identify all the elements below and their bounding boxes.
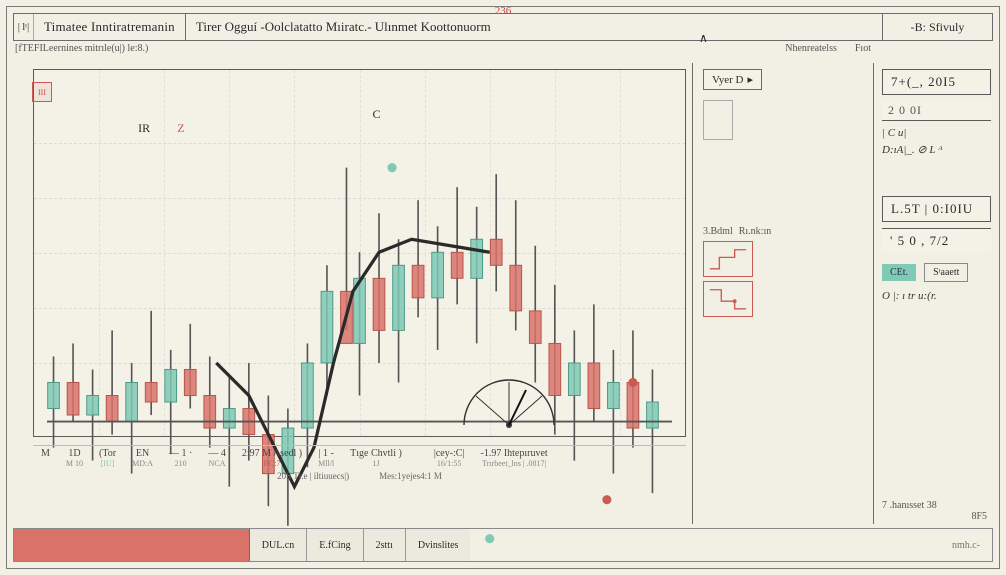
header-tick: | lᵗ| bbox=[14, 14, 34, 40]
ruler-cell: ENMD:A bbox=[124, 446, 161, 470]
side-trail-b: 8F5 bbox=[882, 511, 987, 522]
footer-tab-0[interactable]: DUL.cn bbox=[249, 529, 307, 561]
ruler-cell: | 1 -Mll/l bbox=[310, 446, 342, 470]
value-box-2: 2 0 0I bbox=[882, 101, 991, 121]
panel-stub[interactable] bbox=[703, 100, 733, 140]
view-button[interactable]: Vyer D ▸ bbox=[703, 69, 762, 90]
ruler-cell: Tıge Chvtli )1J bbox=[342, 446, 410, 470]
footer-tab-2[interactable]: 2sttı bbox=[363, 529, 405, 561]
ruler-cell: -1.97 IhtepıruvetTrırbeet_lns | .0817| bbox=[472, 446, 555, 470]
footer-tab-0-label: DUL.cn bbox=[262, 540, 295, 551]
value-box-4: ' 5 0 , 7/2 bbox=[882, 228, 991, 253]
subhead-left: [fTEFILeernines mitrıle(u|) le:8.) bbox=[15, 43, 148, 61]
caret-up-icon[interactable]: ∧ bbox=[699, 31, 708, 46]
ruler-cell: (Tor[IU] bbox=[91, 446, 124, 470]
footer-progress bbox=[14, 529, 249, 561]
subhead-right: Fıot bbox=[855, 43, 871, 61]
gauge-icon bbox=[454, 370, 564, 430]
header-bar: | lᵗ| Timatee Inntiratremanin Tirer Oggu… bbox=[13, 13, 993, 41]
ruler2-a: 20S Tl.e | iltiuuecs|) bbox=[277, 471, 349, 487]
title-primary: Timatee Inntiratremanin bbox=[34, 14, 186, 40]
right-column-controls: ∧ Vyer D ▸ 3.Bdml Rı.nk:ın bbox=[693, 63, 871, 524]
ruler-cell: 1DM 10 bbox=[58, 446, 91, 470]
subhead-mid: Nhenreatelss bbox=[785, 43, 837, 61]
value-box-3: L.5T | 0:I0IU bbox=[882, 196, 991, 222]
scribble-1: | C u| bbox=[882, 127, 991, 139]
chart-annot-z: Z bbox=[177, 121, 184, 136]
chart-annot-ir: IR bbox=[138, 121, 150, 136]
rcol-label-a: 3.Bdml bbox=[703, 226, 733, 237]
subheader: [fTEFILeernines mitrıle(u|) le:8.) Nhenr… bbox=[15, 43, 991, 61]
footer-tab-1-label: E.fCing bbox=[319, 540, 350, 551]
scribble-3: O |: ı tr u:(r. bbox=[882, 290, 991, 302]
chevron-right-icon: ▸ bbox=[747, 73, 753, 86]
ruler-cell: |cey-:C|16/1:55 bbox=[426, 446, 473, 470]
ruler2-b: Mes:1yejes4:1 M bbox=[379, 471, 442, 487]
ruler-cell: — 4NCA bbox=[200, 446, 234, 470]
footer-tab-3-label: Dvinslites bbox=[418, 540, 459, 551]
footer-trail: nmh.c- bbox=[940, 529, 992, 561]
indicator-a[interactable] bbox=[703, 241, 753, 277]
ruler-cell: — 1 ·210 bbox=[161, 446, 200, 470]
candlestick-chart bbox=[34, 70, 685, 575]
footer-spacer bbox=[470, 529, 940, 561]
ruler-cell: 2:97 M Asedl )BC:7 bbox=[234, 446, 310, 470]
header-right-label: -B: Sfivuly bbox=[882, 14, 992, 40]
chart-annot-c: C bbox=[373, 107, 381, 122]
chart-box[interactable]: III IR Z C bbox=[33, 69, 686, 437]
footer-tab-1[interactable]: E.fCing bbox=[306, 529, 362, 561]
ruler-cell bbox=[410, 446, 426, 450]
app-frame: 236 | lᵗ| Timatee Inntiratremanin Tirer … bbox=[6, 6, 1000, 569]
footer-bar: DUL.cn E.fCing 2sttı Dvinslites nmh.c- bbox=[13, 528, 993, 562]
scribble-2: D:ıA|_. ⊘ L ᴬ bbox=[882, 143, 991, 156]
view-button-label: Vyer D bbox=[712, 74, 743, 86]
indicator-b[interactable] bbox=[703, 281, 753, 317]
time-ruler-line2: 20S Tl.e | iltiuuecs|) Mes:1yejes4:1 M bbox=[33, 471, 686, 487]
chart-panel: III IR Z C M1DM 10(Tor[ bbox=[15, 63, 693, 524]
pill-ss[interactable]: Sᵗaaett bbox=[924, 263, 968, 282]
ruler-cell: M bbox=[33, 446, 58, 461]
rcol-label-b: Rı.nk:ın bbox=[739, 226, 772, 237]
value-box-1: 7+(_, 20I5 bbox=[882, 69, 991, 95]
side-trail-a: 7 .hanısset 38 bbox=[882, 500, 987, 511]
footer-tab-2-label: 2sttı bbox=[376, 540, 393, 551]
footer-tab-3[interactable]: Dvinslites bbox=[405, 529, 471, 561]
main-area: III IR Z C M1DM 10(Tor[ bbox=[15, 63, 991, 524]
right-sidebar-values: 7+(_, 20I5 2 0 0I | C u| D:ıA|_. ⊘ L ᴬ L… bbox=[873, 63, 991, 524]
title-secondary: Tirer Ogguí -Oolclatatto Mıiratc.- Ulınm… bbox=[186, 14, 882, 40]
pill-ce[interactable]: CEt. bbox=[882, 264, 916, 281]
